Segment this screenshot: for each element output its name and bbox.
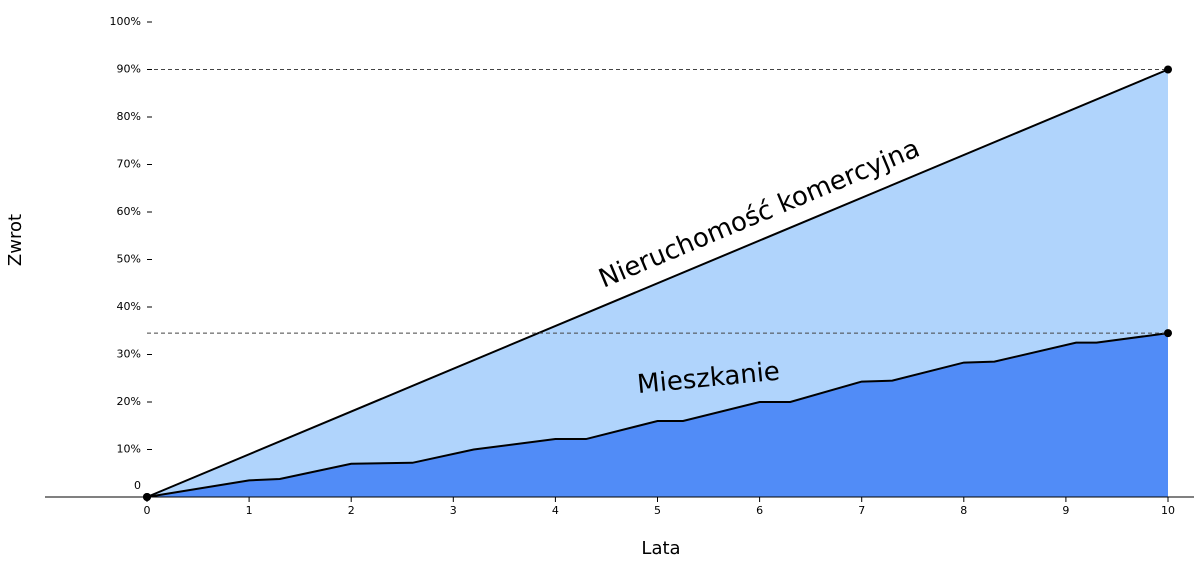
y-tick-label: 0 <box>134 479 141 492</box>
y-tick-label: 40% <box>117 300 141 313</box>
y-tick-label: 10% <box>117 443 141 456</box>
x-tick-label: 2 <box>348 504 355 517</box>
x-tick-label: 4 <box>552 504 559 517</box>
x-tick-label: 0 <box>144 504 151 517</box>
y-tick-label: 80% <box>117 110 141 123</box>
y-tick-label: 100% <box>110 15 141 28</box>
x-tick-label: 5 <box>654 504 661 517</box>
area <box>147 333 1168 497</box>
x-tick-label: 7 <box>858 504 865 517</box>
line <box>146 332 1169 498</box>
y-axis-title: Zwrot <box>5 214 26 266</box>
y-tick-label: 20% <box>117 395 141 408</box>
y-tick-label: 30% <box>117 348 141 361</box>
y-tick-label: 70% <box>117 158 141 171</box>
y-tick-label: 60% <box>117 205 141 218</box>
x-tick-label: 8 <box>960 504 967 517</box>
x-tick-label: 3 <box>450 504 457 517</box>
line <box>146 68 1169 498</box>
x-tick-label: 1 <box>246 504 253 517</box>
y-tick-label: 90% <box>117 63 141 76</box>
x-tick-label: 6 <box>756 504 763 517</box>
x-tick-label: 9 <box>1062 504 1069 517</box>
x-axis-title: Lata <box>641 538 680 559</box>
end-point <box>1164 329 1172 338</box>
y-tick-label: 50% <box>117 253 141 266</box>
end-point <box>1164 65 1172 74</box>
x-tick-label: 10 <box>1161 504 1175 517</box>
